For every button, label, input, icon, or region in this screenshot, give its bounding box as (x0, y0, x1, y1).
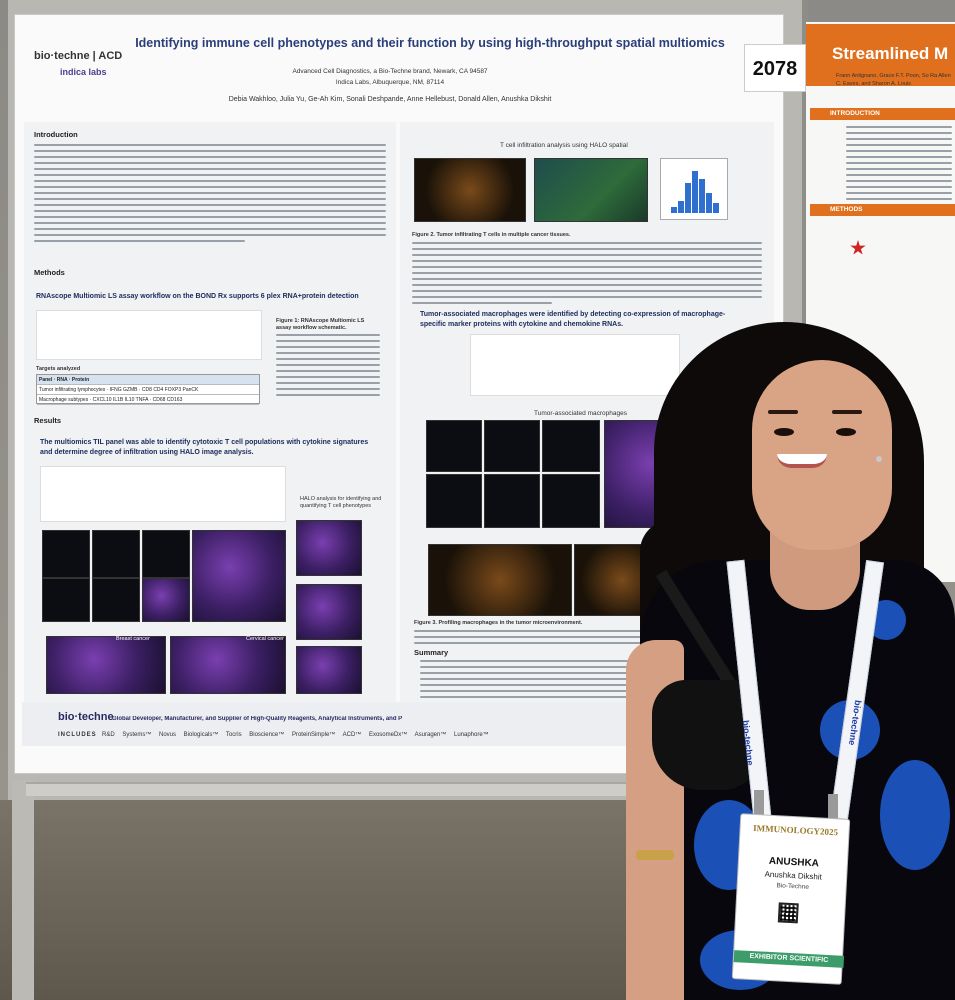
results-subheading: The multiomics TIL panel was able to ide… (40, 439, 369, 456)
microscopy-panel-c (170, 636, 286, 694)
intro-heading: Introduction (34, 130, 78, 139)
tam-panel-6 (542, 474, 600, 528)
fig3-caption: Figure 3. Profiling macrophages in the t… (414, 620, 583, 626)
earring (876, 456, 882, 462)
poster-brand-logo: bio·techne | ACD (34, 50, 123, 62)
tam-panel-b (428, 544, 572, 616)
table-row: Macrophage subtypes · CXCL10 IL1B IL10 T… (37, 395, 259, 405)
board-crossbar (26, 782, 816, 796)
microscopy-panel-a3 (142, 530, 190, 578)
footer-includes-label: INCLUDES (58, 732, 97, 738)
microscopy-panel-b (46, 636, 166, 694)
right-eye (836, 428, 856, 436)
halo-panel-3 (296, 646, 362, 694)
tam-probe-diagram (470, 334, 680, 396)
infiltration-image-f (534, 158, 648, 222)
microscopy-overlay-large (192, 530, 286, 622)
neighbor-intro-text (846, 126, 952, 204)
gold-bracelet (636, 850, 674, 860)
neighbor-poster-authors: Frann Antignano, Grace F.T. Poon, So Ra … (836, 73, 951, 87)
poster-title: Identifying immune cell phenotypes and t… (135, 36, 725, 50)
neighbor-methods-bar (810, 204, 955, 216)
microscopy-panel-a4 (42, 578, 90, 622)
halo-panel-1 (296, 520, 362, 576)
tam-label: Tumor-associated macrophages (534, 410, 627, 417)
targets-heading: Targets analyzed (36, 366, 81, 372)
footer-tagline: Global Developer, Manufacturer, and Supp… (112, 716, 402, 722)
right-eyebrow (832, 410, 862, 414)
name-badge: IMMUNOLOGY2025 ANUSHKA Anushka Dikshit B… (731, 813, 851, 985)
tam-panel-1 (426, 420, 482, 472)
neighbor-intro-bar (810, 108, 955, 120)
footer-brand-logo: bio·techne (58, 711, 114, 723)
tam-panel-4 (426, 474, 482, 528)
poster-authors: Debia Wakhloo, Julia Yu, Ge-Ah Kim, Sona… (228, 96, 552, 103)
neighbor-intro-heading: INTRODUCTION (830, 110, 880, 117)
cervical-cancer-label: Cervical cancer (246, 636, 284, 642)
table-row: Panel · RNA · Protein (37, 375, 259, 385)
microscopy-panel-a6 (142, 578, 190, 622)
methods-heading: Methods (34, 268, 65, 277)
affiliation-line: Indica Labs, Albuquerque, NM, 87114 (335, 79, 445, 86)
poster-number-card: 2078 (744, 44, 806, 92)
fig2-caption: Figure 2. Tumor infiltrating T cells in … (412, 232, 571, 238)
poster-partner-logo: indica labs (60, 67, 107, 77)
dress-pattern (880, 760, 950, 870)
table-row: Tumor infiltrating lymphocytes · IFNG GZ… (37, 385, 259, 395)
probe-diagram (40, 466, 286, 522)
tam-panel-5 (484, 474, 540, 528)
smile (777, 454, 827, 468)
summary-heading: Summary (414, 648, 449, 657)
tam-panel-2 (484, 420, 540, 472)
microscopy-panel-a2 (92, 530, 140, 578)
badge-event-logo: IMMUNOLOGY2025 (752, 822, 839, 838)
left-eyebrow (768, 410, 798, 414)
intro-text-block (34, 144, 386, 246)
breast-cancer-label: Breast cancer (116, 636, 150, 642)
workflow-diagram (36, 310, 262, 360)
infiltration-image-e (414, 158, 526, 222)
methods-subheading: RNAscope Multiomic LS assay workflow on … (36, 293, 359, 300)
results-heading: Results (34, 416, 62, 425)
neighbor-methods-heading: METHODS (830, 206, 863, 213)
summary-text (420, 660, 644, 702)
fig2-text (412, 242, 762, 308)
infiltration-histogram (660, 158, 728, 220)
tam-subheading: Tumor-associated macrophages were identi… (420, 311, 726, 328)
fig1-caption: Figure 1: RNAscope Multiomic LS assay wo… (276, 318, 365, 331)
neighbor-poster-header (806, 24, 955, 86)
badge-clip-right (828, 794, 838, 830)
targets-table: Panel · RNA · Protein Tumor infiltrating… (36, 374, 260, 405)
board-leg-left (12, 780, 34, 1000)
left-eye (774, 428, 794, 436)
fig1-text (276, 334, 380, 400)
neighbor-poster-title: Streamlined M (832, 44, 949, 63)
microscopy-panel-a5 (92, 578, 140, 622)
halo-caption: HALO analysis for identifying and quanti… (300, 496, 382, 509)
badge-ribbon: EXHIBITOR SCIENTIFIC (733, 950, 845, 968)
microscopy-panel-a1 (42, 530, 90, 578)
qr-code-icon (777, 902, 799, 924)
fig3-text (414, 630, 644, 648)
poster-affiliations: Advanced Cell Diagnostics, a Bio-Techne … (180, 66, 600, 88)
tam-panel-3 (542, 420, 600, 472)
halo-panel-2 (296, 584, 362, 640)
affiliation-line: Advanced Cell Diagnostics, a Bio-Techne … (292, 68, 488, 75)
t-infiltration-title: T cell infiltration analysis using HALO … (500, 142, 628, 149)
footer-brand-list: R&D Systems™ Novus Biologicals™ Tocris B… (102, 732, 489, 738)
badge-clip-left (754, 790, 764, 826)
